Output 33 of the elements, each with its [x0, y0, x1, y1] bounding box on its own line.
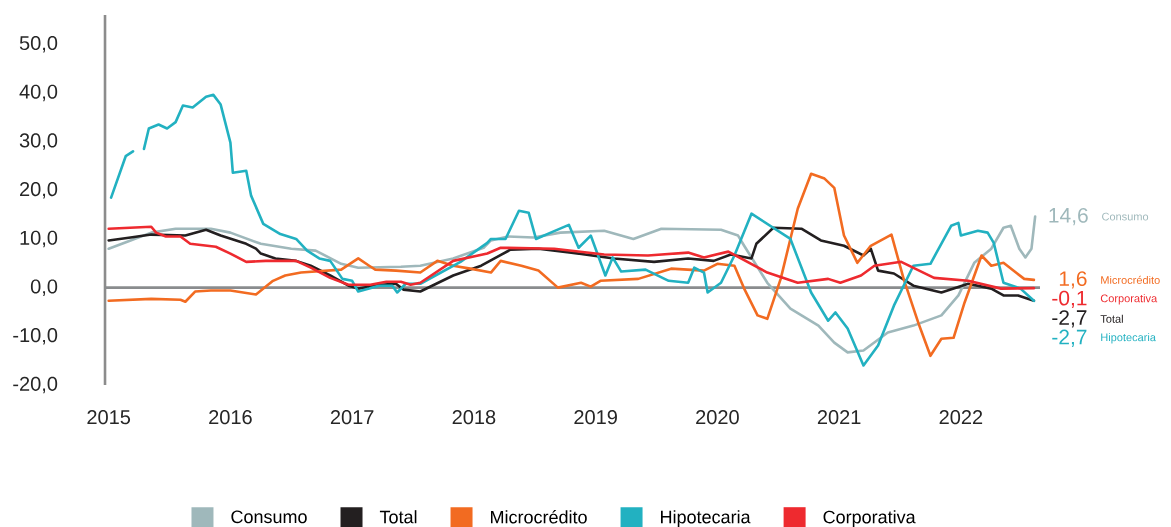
- y-tick-label: 0,0: [30, 279, 58, 296]
- text: Consumo: [1102, 212, 1149, 221]
- text: Hipotecaria: [1101, 333, 1156, 344]
- y-tick-label: 40,0: [19, 84, 58, 102]
- legend-label: Hipotecaria: [661, 510, 751, 527]
- x-tick-label: 2019: [574, 410, 617, 425]
- y-tick-label: 50,0: [19, 35, 58, 53]
- x-tick-label: 2021: [817, 410, 861, 425]
- y-tick-label: -20,0: [13, 376, 58, 394]
- line-series: [107, 172, 1036, 358]
- text: -2,7: [1052, 329, 1087, 347]
- text: -0,1: [1052, 290, 1087, 309]
- x-tick-label: 2016: [209, 410, 252, 425]
- legend-label: Consumo: [231, 510, 307, 524]
- legend-label: Microcrédito: [491, 510, 587, 524]
- x-tick-label: 2020: [696, 410, 739, 425]
- x-tick-label: 2022: [939, 410, 983, 425]
- text: 1,6: [1059, 271, 1087, 289]
- text: Corporativa: [1100, 294, 1158, 305]
- y-tick-label: -10,0: [13, 328, 58, 345]
- x-tick-label: 2017: [330, 410, 374, 425]
- text: Microcrédito: [1101, 275, 1160, 284]
- y-tick-label: 30,0: [19, 133, 58, 150]
- text: 14,6: [1049, 207, 1088, 226]
- line-series: [107, 225, 1036, 290]
- text: -2,7: [1052, 310, 1087, 328]
- legend-label: Corporativa: [823, 510, 916, 527]
- text: Total: [1100, 314, 1123, 323]
- x-tick-label: 2015: [87, 410, 131, 425]
- legend-label: Total: [379, 510, 417, 524]
- x-tick-label: 2018: [452, 410, 496, 425]
- y-tick-label: 10,0: [20, 230, 58, 248]
- y-tick-label: 20,0: [20, 182, 58, 199]
